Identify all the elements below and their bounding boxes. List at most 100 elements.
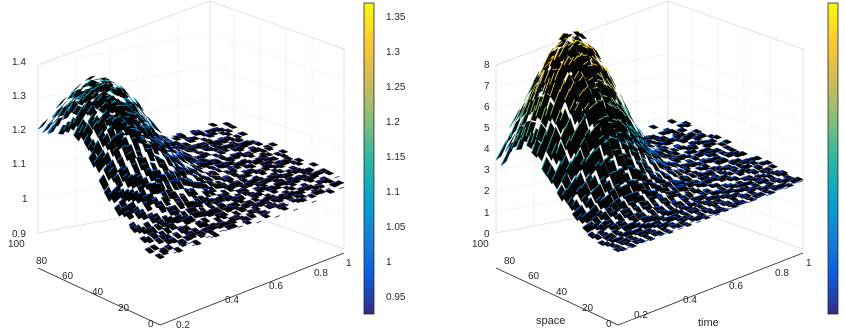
surface-edge [106, 115, 112, 121]
z-ticks-right: 0 1 2 3 4 5 6 7 8 [484, 60, 490, 240]
surface-edge [112, 173, 119, 179]
surface-edge [718, 150, 724, 154]
surface-edge [729, 168, 735, 171]
surface-edge [577, 213, 583, 218]
surface-edge [719, 207, 725, 210]
colorbar-tick-label: 1.05 [386, 222, 406, 233]
surface-edge [708, 190, 713, 194]
surface-edge [610, 83, 617, 93]
surface-edge [116, 131, 122, 136]
surface-edge [540, 106, 546, 122]
surface-edge [774, 183, 780, 187]
surface-edge [696, 132, 702, 135]
surface-edge [162, 138, 168, 143]
surface-edge [196, 233, 202, 236]
surface-edge [648, 124, 654, 127]
surface-edge [579, 116, 585, 125]
surface-edge [182, 166, 188, 170]
surface-edge [170, 190, 176, 193]
surface-edge [257, 170, 263, 173]
surface-edge [293, 208, 299, 212]
surface-edge [593, 101, 599, 106]
surface-edge [629, 220, 635, 224]
surface-edge [151, 182, 156, 184]
surface-edge [687, 140, 693, 144]
surface-edge [698, 191, 704, 194]
surface-edge [663, 164, 669, 168]
colorbar-tick-label: 1.15 [386, 152, 406, 163]
surface-edge [625, 111, 631, 121]
surface-edge [278, 205, 284, 209]
surface-edge [798, 180, 804, 183]
surface-edge [650, 160, 656, 164]
surface-edge [137, 184, 143, 188]
surface-edge [37, 123, 43, 130]
surface-edge [174, 197, 180, 199]
surface-edge [657, 209, 663, 212]
surface-edge [665, 181, 670, 183]
surface-edge [154, 155, 160, 158]
surface-edge [722, 192, 728, 196]
surface-edge [772, 169, 778, 173]
surface-edge [611, 228, 617, 232]
surface-edge [769, 184, 775, 188]
surface-edge [221, 192, 227, 195]
surface-edge [719, 157, 725, 160]
surface-edge [601, 219, 607, 224]
surface-edge [226, 203, 232, 206]
surface-edge [257, 180, 263, 183]
colorbar-gradient [364, 3, 374, 314]
surface-edge [153, 138, 159, 144]
surface-edge [737, 199, 743, 203]
surface-edge [647, 196, 653, 198]
surface-edge [215, 144, 221, 147]
surface-edge [758, 168, 764, 172]
surface-edge [588, 104, 594, 110]
surface-edge [226, 204, 232, 207]
y-tick-label: 0 [148, 319, 154, 330]
surface-edge [304, 170, 310, 174]
surface-edge [120, 120, 126, 124]
surface-edge [686, 172, 692, 175]
surface-edge [650, 172, 656, 176]
surface-edge [334, 180, 340, 183]
surface-edge [132, 206, 138, 210]
surface-edge [702, 179, 707, 182]
surface-edge [732, 199, 738, 202]
surface-edge [545, 121, 551, 136]
surface-edge [706, 177, 712, 180]
surface-edge [598, 134, 604, 140]
surface-edge [655, 175, 661, 179]
surface-edge [658, 140, 664, 143]
surface-edge [783, 176, 789, 180]
surface-edge [278, 202, 284, 205]
surface-edge [103, 186, 110, 193]
surface-edge [515, 136, 522, 150]
surface-edge [612, 246, 618, 250]
surface-edge [607, 103, 613, 107]
surface-edge [535, 101, 541, 117]
surface-edge [247, 167, 252, 171]
surface-edge [106, 124, 113, 131]
surface-edge [173, 170, 179, 173]
surface-edge [708, 152, 714, 155]
surface-edge [705, 169, 711, 172]
surface-edge [726, 183, 732, 187]
surface-edge [666, 205, 672, 208]
surface-edge [305, 175, 311, 179]
surface-edge [658, 222, 664, 226]
surface-edge [287, 190, 293, 194]
surface-edge [639, 222, 645, 226]
surface-edge [320, 191, 326, 195]
surface-edge [557, 41, 563, 46]
surface-edge [185, 207, 190, 210]
surface-edge [702, 142, 708, 145]
surface-edge [212, 200, 217, 202]
surface-edge [316, 183, 322, 187]
surface-edge [671, 157, 677, 159]
surface-edge [187, 145, 192, 147]
surface-edge [204, 138, 210, 141]
surface-edge [111, 133, 118, 139]
surface-edge [673, 225, 679, 229]
surface-edge [681, 122, 687, 126]
